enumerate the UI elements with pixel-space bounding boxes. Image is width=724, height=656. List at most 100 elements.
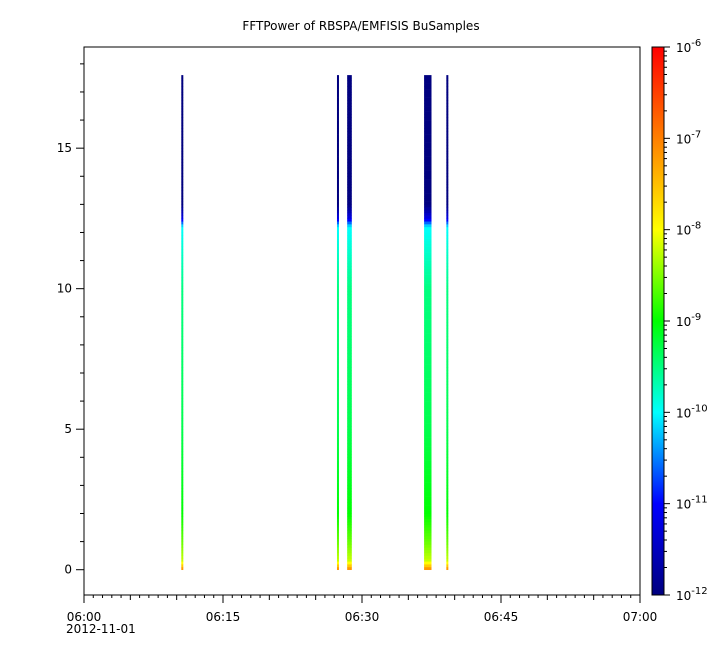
spectrogram-cell <box>181 204 184 208</box>
spectrogram-cell <box>424 122 432 126</box>
spectrogram-cell <box>347 167 352 171</box>
spectrogram-cell <box>336 564 339 568</box>
spectrogram-cell <box>347 443 352 447</box>
spectrogram-cell <box>424 398 432 402</box>
spectrogram-cell <box>347 291 352 295</box>
spectrogram-cell <box>336 566 339 571</box>
spectrogram-cell <box>336 136 339 141</box>
spectrogram-cell <box>336 288 339 292</box>
spectrogram-cell <box>446 165 449 169</box>
spectrogram-cell <box>181 283 184 287</box>
spectrogram-cell <box>181 108 184 112</box>
colorbar-tick-label: 10-6 <box>676 38 701 55</box>
spectrogram-cell <box>347 333 352 337</box>
spectrogram-cell <box>347 325 352 329</box>
spectrogram-cell <box>181 339 184 343</box>
spectrogram-cell <box>424 139 432 143</box>
spectrogram-cell <box>336 420 339 424</box>
spectrogram-cell <box>347 249 352 253</box>
spectrogram-cell <box>446 561 449 565</box>
spectrogram-cell <box>347 181 352 185</box>
spectrogram-cell <box>347 322 352 326</box>
spectrogram-cell <box>424 519 432 523</box>
spectrogram-cell <box>336 302 339 306</box>
spectrogram-cell <box>446 184 449 188</box>
x-tick-label: 06:45 <box>484 610 519 624</box>
spectrogram-cell <box>181 198 184 202</box>
spectrogram-cell <box>424 249 432 253</box>
spectrogram-cell <box>446 240 449 245</box>
spectrogram-cell <box>181 136 184 141</box>
spectrogram-cell <box>446 299 449 304</box>
spectrogram-bursts <box>181 75 449 571</box>
spectrogram-cell <box>446 156 449 160</box>
spectrogram-cell <box>446 122 449 126</box>
spectrogram-cell <box>446 173 449 177</box>
spectrogram-cell <box>446 432 449 436</box>
spectrogram-cell <box>446 280 449 284</box>
spectrogram-cell <box>424 443 432 447</box>
spectrogram-cell <box>181 128 184 132</box>
spectrogram-cell <box>181 280 184 284</box>
spectrogram-cell <box>336 378 339 382</box>
spectrogram-cell <box>181 305 184 309</box>
spectrogram-cell <box>181 120 184 124</box>
spectrogram-cell <box>424 288 432 292</box>
spectrogram-cell <box>446 479 449 483</box>
spectrogram-cell <box>424 165 432 169</box>
spectrogram-cell <box>446 204 449 208</box>
spectrogram-cell <box>446 238 449 242</box>
spectrogram-cell <box>424 505 432 509</box>
spectrogram-cell <box>446 291 449 295</box>
spectrogram-cell <box>424 541 432 545</box>
spectrogram-cell <box>181 285 184 289</box>
spectrogram-cell <box>424 446 432 450</box>
spectrogram-cell <box>446 142 449 146</box>
spectrogram-cell <box>336 215 339 219</box>
spectrogram-cell <box>181 552 184 556</box>
spectrogram-cell <box>446 547 449 551</box>
spectrogram-cell <box>446 75 449 79</box>
spectrogram-cell <box>446 215 449 219</box>
spectrogram-cell <box>424 378 432 382</box>
spectrogram-cell <box>181 474 184 478</box>
spectrogram-cell <box>336 342 339 346</box>
spectrogram-cell <box>336 507 339 511</box>
spectrogram-cell <box>446 336 449 340</box>
spectrogram-cell <box>181 131 184 135</box>
spectrogram-cell <box>424 218 432 222</box>
spectrogram-cell <box>446 162 449 166</box>
spectrogram-cell <box>336 243 339 247</box>
spectrogram-cell <box>347 215 352 219</box>
spectrogram-cell <box>336 198 339 202</box>
spectrogram-cell <box>181 114 184 118</box>
spectrogram-cell <box>181 510 184 514</box>
spectrogram-cell <box>336 510 339 514</box>
spectrogram-cell <box>424 204 432 208</box>
spectrogram-cell <box>347 313 352 318</box>
spectrogram-cell <box>336 319 339 323</box>
spectrogram-cell <box>336 277 339 281</box>
spectrogram-cell <box>446 263 449 267</box>
spectrogram-cell <box>336 122 339 126</box>
spectrogram-cell <box>424 479 432 483</box>
spectrogram-cell <box>424 224 432 228</box>
spectrogram-cell <box>336 294 339 298</box>
spectrogram-cell <box>347 224 352 228</box>
spectrogram-cell <box>446 176 449 180</box>
spectrogram-cell <box>446 117 449 121</box>
spectrogram-cell <box>347 207 352 211</box>
spectrogram-cell <box>446 209 449 214</box>
spectrogram-cell <box>181 395 184 399</box>
spectrogram-cell <box>347 451 352 455</box>
spectrogram-cell <box>446 552 449 556</box>
spectrogram-cell <box>181 482 184 486</box>
spectrogram-cell <box>336 221 339 225</box>
spectrogram-cell <box>181 150 184 155</box>
spectrogram-cell <box>181 561 184 565</box>
spectrogram-cell <box>424 558 432 562</box>
spectrogram-cell <box>424 325 432 329</box>
spectrogram-cell <box>424 544 432 548</box>
spectrogram-cell <box>336 488 339 492</box>
spectrogram-cell <box>336 269 339 273</box>
